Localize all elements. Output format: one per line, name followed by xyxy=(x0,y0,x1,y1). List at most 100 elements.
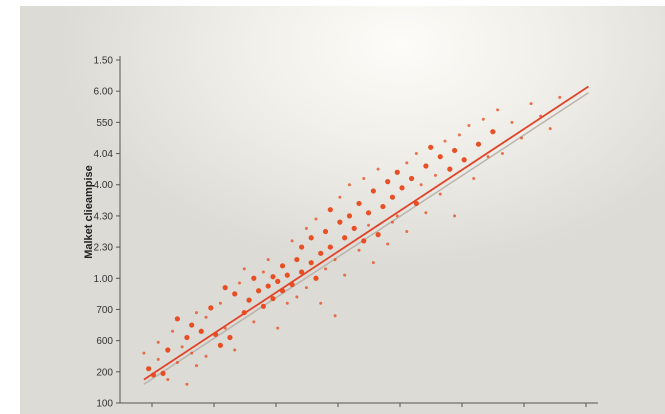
data-point xyxy=(318,250,324,256)
y-tick-label: 100 xyxy=(96,399,113,410)
data-point xyxy=(299,269,305,275)
data-point xyxy=(367,223,371,227)
data-point xyxy=(198,328,204,334)
data-point xyxy=(174,316,180,322)
data-point xyxy=(270,274,276,280)
data-point xyxy=(222,285,228,291)
data-point xyxy=(333,258,337,262)
data-point xyxy=(276,326,280,330)
data-point xyxy=(408,175,415,182)
data-point xyxy=(390,220,394,224)
data-point xyxy=(447,166,453,172)
data-point xyxy=(394,169,400,175)
data-point xyxy=(204,354,208,358)
data-point xyxy=(343,273,347,277)
y-tick-label: 2.30 xyxy=(94,243,114,254)
data-point xyxy=(324,267,328,271)
data-point xyxy=(337,219,343,225)
data-point xyxy=(453,214,457,218)
data-point xyxy=(461,157,467,163)
data-point xyxy=(166,378,170,382)
data-point xyxy=(376,167,380,171)
data-point xyxy=(252,320,256,324)
data-point xyxy=(380,203,386,210)
data-point xyxy=(375,232,381,238)
y-tick-label: 6.00 xyxy=(94,87,114,98)
data-point xyxy=(213,331,219,337)
data-point xyxy=(156,357,160,361)
data-point xyxy=(227,334,233,341)
data-point xyxy=(185,382,189,386)
data-point xyxy=(266,258,270,262)
data-point xyxy=(510,120,514,124)
data-point xyxy=(399,185,405,191)
data-point xyxy=(175,360,179,364)
data-point xyxy=(294,256,300,263)
data-point xyxy=(405,161,409,165)
data-point xyxy=(322,228,329,235)
data-point xyxy=(242,267,246,271)
data-point xyxy=(371,261,375,265)
data-point xyxy=(304,286,308,290)
plot-background xyxy=(20,6,665,414)
data-point xyxy=(251,275,257,281)
data-point xyxy=(289,281,295,288)
data-point xyxy=(146,366,152,372)
data-point xyxy=(314,217,318,221)
data-point xyxy=(295,295,299,299)
data-point xyxy=(218,301,222,305)
data-point xyxy=(304,226,308,230)
data-point xyxy=(275,278,281,284)
axes: 1.50 6.00 550 4.04 4.00 4.30 2.30 1.00 700 600 200… xyxy=(94,56,598,410)
data-point xyxy=(428,144,434,150)
data-point xyxy=(419,183,423,187)
data-point xyxy=(548,127,552,131)
data-point xyxy=(327,207,333,213)
data-point xyxy=(180,345,184,349)
data-points xyxy=(142,95,562,386)
data-point xyxy=(142,351,146,355)
data-point xyxy=(308,235,314,241)
data-point xyxy=(452,147,458,154)
data-point xyxy=(160,370,166,376)
data-point xyxy=(194,364,198,368)
data-point xyxy=(319,301,323,305)
data-point xyxy=(467,123,471,127)
y-tick-label: 200 xyxy=(96,367,113,378)
data-point xyxy=(481,117,485,121)
y-tick-label: 600 xyxy=(96,336,113,347)
data-point xyxy=(327,244,333,250)
data-point xyxy=(189,322,195,328)
data-point xyxy=(338,195,342,199)
data-point xyxy=(190,351,194,355)
data-point xyxy=(356,200,362,207)
data-point xyxy=(365,210,372,216)
data-point xyxy=(256,288,262,294)
data-point xyxy=(346,213,353,219)
data-point xyxy=(241,309,247,316)
trend-lines xyxy=(143,85,589,385)
data-point xyxy=(405,230,409,233)
data-point xyxy=(333,314,337,318)
data-point xyxy=(208,305,214,311)
data-point xyxy=(357,248,361,252)
data-point xyxy=(520,136,524,140)
y-tick-label: 700 xyxy=(96,305,113,316)
data-point xyxy=(308,260,314,266)
data-point xyxy=(261,270,265,274)
data-point xyxy=(233,348,237,352)
data-point xyxy=(433,173,437,177)
data-point xyxy=(490,129,496,135)
data-point xyxy=(260,303,266,309)
data-point xyxy=(486,155,490,159)
data-point xyxy=(457,133,461,137)
y-axis-title: Malket clieampise xyxy=(83,165,95,259)
data-point xyxy=(194,311,198,315)
data-point xyxy=(424,211,428,215)
data-point xyxy=(558,95,562,99)
data-point xyxy=(423,163,429,169)
y-tick-label: 550 xyxy=(96,118,113,129)
y-tick-label: 4.04 xyxy=(94,149,114,160)
data-point xyxy=(165,347,171,353)
data-point xyxy=(496,108,500,112)
